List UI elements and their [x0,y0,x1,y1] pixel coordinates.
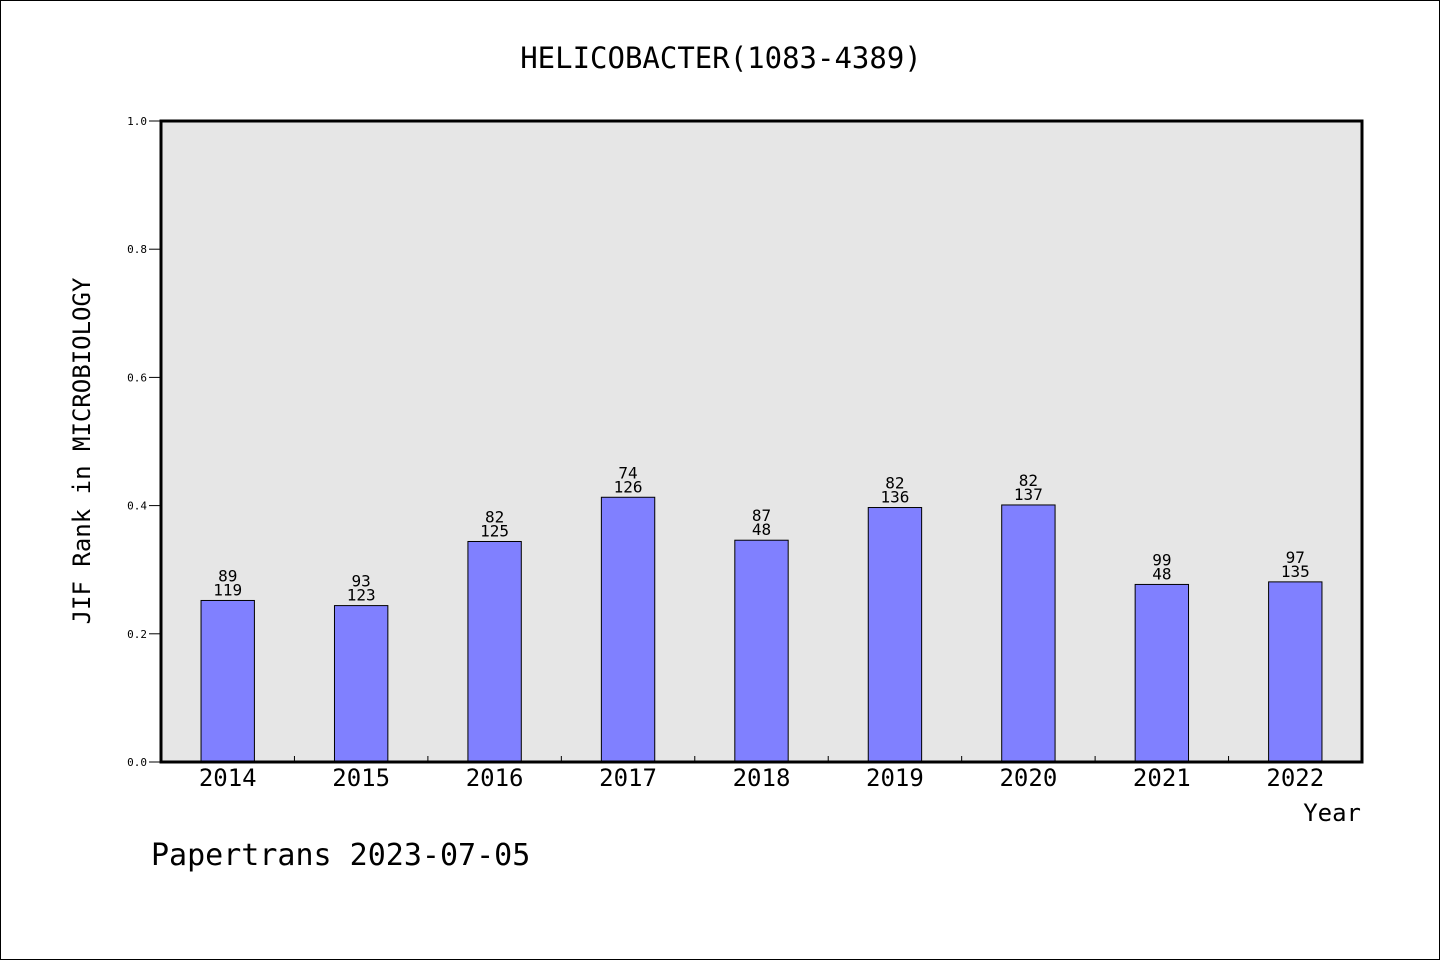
bar-rank-label: 93 [352,572,371,591]
y-tick-label: 0.4 [127,500,147,513]
bar-total-label: 135 [1281,562,1310,581]
chart-title: HELICOBACTER(1083-4389) [520,41,922,75]
y-tick-label: 0.6 [127,371,147,384]
bar-rank-label: 82 [1019,471,1038,490]
x-tick-label: 2017 [599,764,657,792]
bar-rank-label: 97 [1286,548,1305,567]
x-tick-label: 2022 [1266,764,1324,792]
bar-2019 [867,507,923,763]
watermark: Papertrans 2023-07-05 [151,838,530,873]
bar-rank-label: 82 [485,507,504,526]
bar-total-label: 137 [1014,485,1043,504]
y-tick-label: 1.0 [127,115,147,128]
bar-2017 [600,496,656,763]
y-axis-label: JIF Rank in MICROBIOLOGY [68,277,96,624]
bar-rank-label: 82 [885,474,904,493]
bar-total-label: 125 [480,521,509,540]
bar-2021 [1134,583,1190,763]
bar-2016 [467,540,522,763]
bar-total-label: 48 [1152,564,1171,583]
bar-total-label: 48 [752,520,771,539]
x-tick-label: 2014 [199,764,257,792]
ticks-layer: 0.0 0.2 0.4 0.6 0.8 1.0 2014 2015 2016 2017 2018 20… [127,115,1324,792]
bar-rank-label: 87 [752,506,771,525]
x-tick-label: 2019 [866,764,924,792]
bar-rank-label: 89 [218,566,237,585]
bar-2022 [1268,581,1323,763]
x-tick-label: 2016 [466,764,524,792]
x-tick-label: 2021 [1133,764,1191,792]
bar-total-label: 126 [614,477,643,496]
bar-total-label: 119 [213,580,242,599]
bar-total-label: 123 [347,586,376,605]
bar-rank-label: 99 [1152,550,1171,569]
bar-2020 [1001,504,1056,763]
x-tick-label: 2020 [999,764,1057,792]
bars-layer [200,496,1323,763]
x-axis-label: Year [1303,799,1361,827]
bar-2014 [200,599,255,763]
bar-total-label: 136 [880,488,909,507]
plot-border [159,119,1364,764]
x-tick-label: 2018 [733,764,791,792]
bar-rank-label: 74 [618,463,637,482]
x-tick-label: 2015 [332,764,390,792]
bar-2018 [734,539,789,763]
bar-2015 [333,605,389,763]
y-tick-label: 0.0 [127,756,147,769]
y-tick-label: 0.2 [127,628,147,641]
y-tick-label: 0.8 [127,243,147,256]
